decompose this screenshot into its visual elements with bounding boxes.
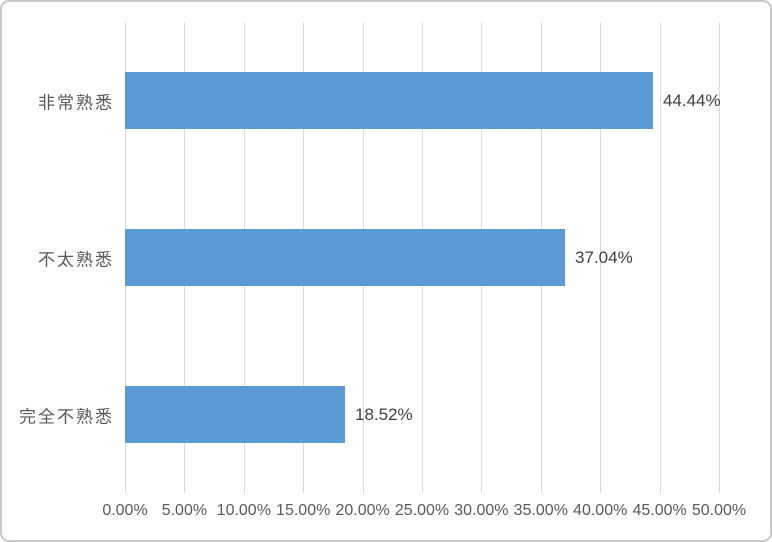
x-tick-label: 35.00% [513,502,568,519]
data-label: 37.04% [575,247,633,267]
bar [125,72,653,129]
x-tick-label: 15.00% [276,502,331,519]
x-tick-label: 40.00% [573,502,628,519]
x-tick-label: 20.00% [335,502,390,519]
x-tick-label: 10.00% [216,502,271,519]
x-tick-label: 50.00% [691,502,747,519]
category-axis-label: 不太熟悉 [38,250,114,269]
gridline [659,22,661,493]
bar [125,386,346,443]
gridline [600,22,602,493]
x-tick-label: 0.00% [102,502,148,519]
gridline [719,22,720,493]
x-tick-label: 45.00% [632,502,687,519]
x-tick-label: 25.00% [394,502,450,519]
data-label: 44.44% [662,90,721,110]
category-axis-label: 非常熟悉 [38,93,114,112]
data-label: 18.52% [355,404,413,424]
bar [125,229,566,286]
category-axis-label: 完全不熟悉 [19,407,114,426]
x-tick-label: 30.00% [454,502,509,519]
x-tick-label: 5.00% [161,502,208,519]
